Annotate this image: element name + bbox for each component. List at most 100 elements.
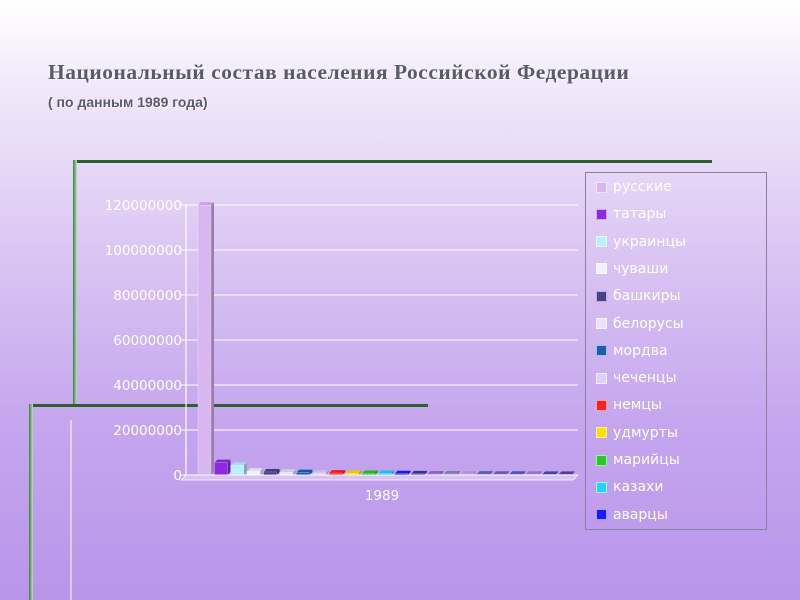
legend-item: марийцы <box>596 451 680 469</box>
bar <box>197 204 212 476</box>
decorative-line-top <box>76 160 712 163</box>
bar-top <box>247 468 264 472</box>
bar-top <box>558 471 575 475</box>
bar-side <box>407 470 411 475</box>
legend-label: мордва <box>613 342 668 359</box>
legend-label: татары <box>613 206 667 223</box>
legend-item: казахи <box>596 478 663 496</box>
bar-top <box>263 468 280 472</box>
legend-item: украинцы <box>596 233 686 251</box>
bar-side <box>342 470 346 475</box>
legend-swatch <box>596 263 607 275</box>
bar-top <box>312 469 329 473</box>
bar-side <box>571 471 575 475</box>
legend-label: казахи <box>613 479 664 496</box>
legend-label: удмурты <box>613 424 678 441</box>
legend-item: удмурты <box>596 424 678 442</box>
bar-top <box>411 470 428 474</box>
bar-top <box>345 470 362 474</box>
bar <box>263 471 277 476</box>
y-tick-label: 100000000 <box>105 243 182 259</box>
bar-side <box>325 469 329 475</box>
bar-side <box>522 471 526 475</box>
x-tick-label: 1989 <box>365 488 399 504</box>
legend-label: русские <box>613 179 672 195</box>
decorative-line-faint <box>70 420 72 600</box>
bar-top <box>378 470 395 474</box>
legend-swatch <box>596 290 607 302</box>
bar-top <box>329 470 346 474</box>
bar-top <box>361 470 378 474</box>
legend-swatch <box>596 318 607 329</box>
bar-side <box>374 470 378 475</box>
legend-swatch <box>596 509 607 521</box>
legend-item: мордва <box>596 342 668 360</box>
legend-swatch <box>596 345 607 357</box>
legend-label: башкиры <box>613 288 681 305</box>
legend-item: русские <box>596 178 672 196</box>
bar-top <box>214 459 231 463</box>
legend-item: чуваши <box>596 260 668 278</box>
legend-label: марийцы <box>613 452 680 468</box>
bar-top <box>427 471 444 475</box>
bar-side <box>489 471 493 475</box>
bar-top <box>476 471 493 475</box>
bar-top <box>542 471 559 475</box>
x-axis-floor <box>180 474 579 481</box>
legend-item: белорусы <box>596 315 684 333</box>
legend-swatch <box>596 372 607 384</box>
bar-side <box>309 469 313 475</box>
bar-top <box>394 470 411 474</box>
grid-layer <box>186 204 578 476</box>
bar-side <box>440 471 444 475</box>
legend-label: белорусы <box>613 315 684 332</box>
bar-side <box>473 471 477 475</box>
page-title: Национальный состав населения Российской… <box>48 60 630 84</box>
y-tick-label: 40000000 <box>113 378 182 394</box>
y-tick-label: 0 <box>173 468 182 484</box>
legend-swatch <box>596 208 607 220</box>
legend-swatch <box>596 454 607 466</box>
bar-side <box>555 471 559 475</box>
y-tick-label: 20000000 <box>113 423 182 439</box>
legend-label: чуваши <box>613 260 669 277</box>
bar <box>246 470 261 476</box>
legend-label: чеченцы <box>613 370 677 387</box>
bar <box>214 462 228 476</box>
legend-label: аварцы <box>613 506 668 523</box>
legend-item: башкиры <box>596 287 681 305</box>
legend-item: татары <box>596 205 666 223</box>
bar-top <box>460 471 477 475</box>
legend-swatch <box>596 236 607 248</box>
bar-side <box>227 459 231 475</box>
legend-label: немцы <box>613 397 662 414</box>
bar-side <box>292 469 296 475</box>
bar-side <box>243 462 247 475</box>
bar-top <box>279 469 296 473</box>
bar-top <box>525 471 542 475</box>
bar <box>279 472 294 476</box>
page-subtitle: ( по данным 1989 года) <box>48 94 208 110</box>
bar <box>230 464 245 476</box>
legend-swatch <box>596 181 607 193</box>
bar-top <box>230 462 247 466</box>
y-tick-label: 120000000 <box>105 198 182 214</box>
y-tick-label: 60000000 <box>113 333 182 349</box>
legend-label: украинцы <box>613 233 687 250</box>
bar-top <box>198 202 214 206</box>
legend-swatch <box>596 399 607 411</box>
bar-side <box>211 202 214 475</box>
decorative-line-vertical-top <box>73 160 77 405</box>
chart-legend: русские татары украинцы чуваши башкиры белору… <box>585 172 767 530</box>
bar-side <box>456 471 460 475</box>
legend-item: немцы <box>596 396 662 414</box>
bar-side <box>506 471 510 475</box>
legend-item: аварцы <box>596 506 668 524</box>
legend-swatch <box>596 481 607 493</box>
bar-top <box>509 471 526 475</box>
bar-side <box>260 468 264 475</box>
legend-item: чеченцы <box>596 369 677 387</box>
bar-side <box>358 470 362 475</box>
axis-layer: 0 20000000 40000000 60000000 80000000 1000000… <box>105 198 579 504</box>
